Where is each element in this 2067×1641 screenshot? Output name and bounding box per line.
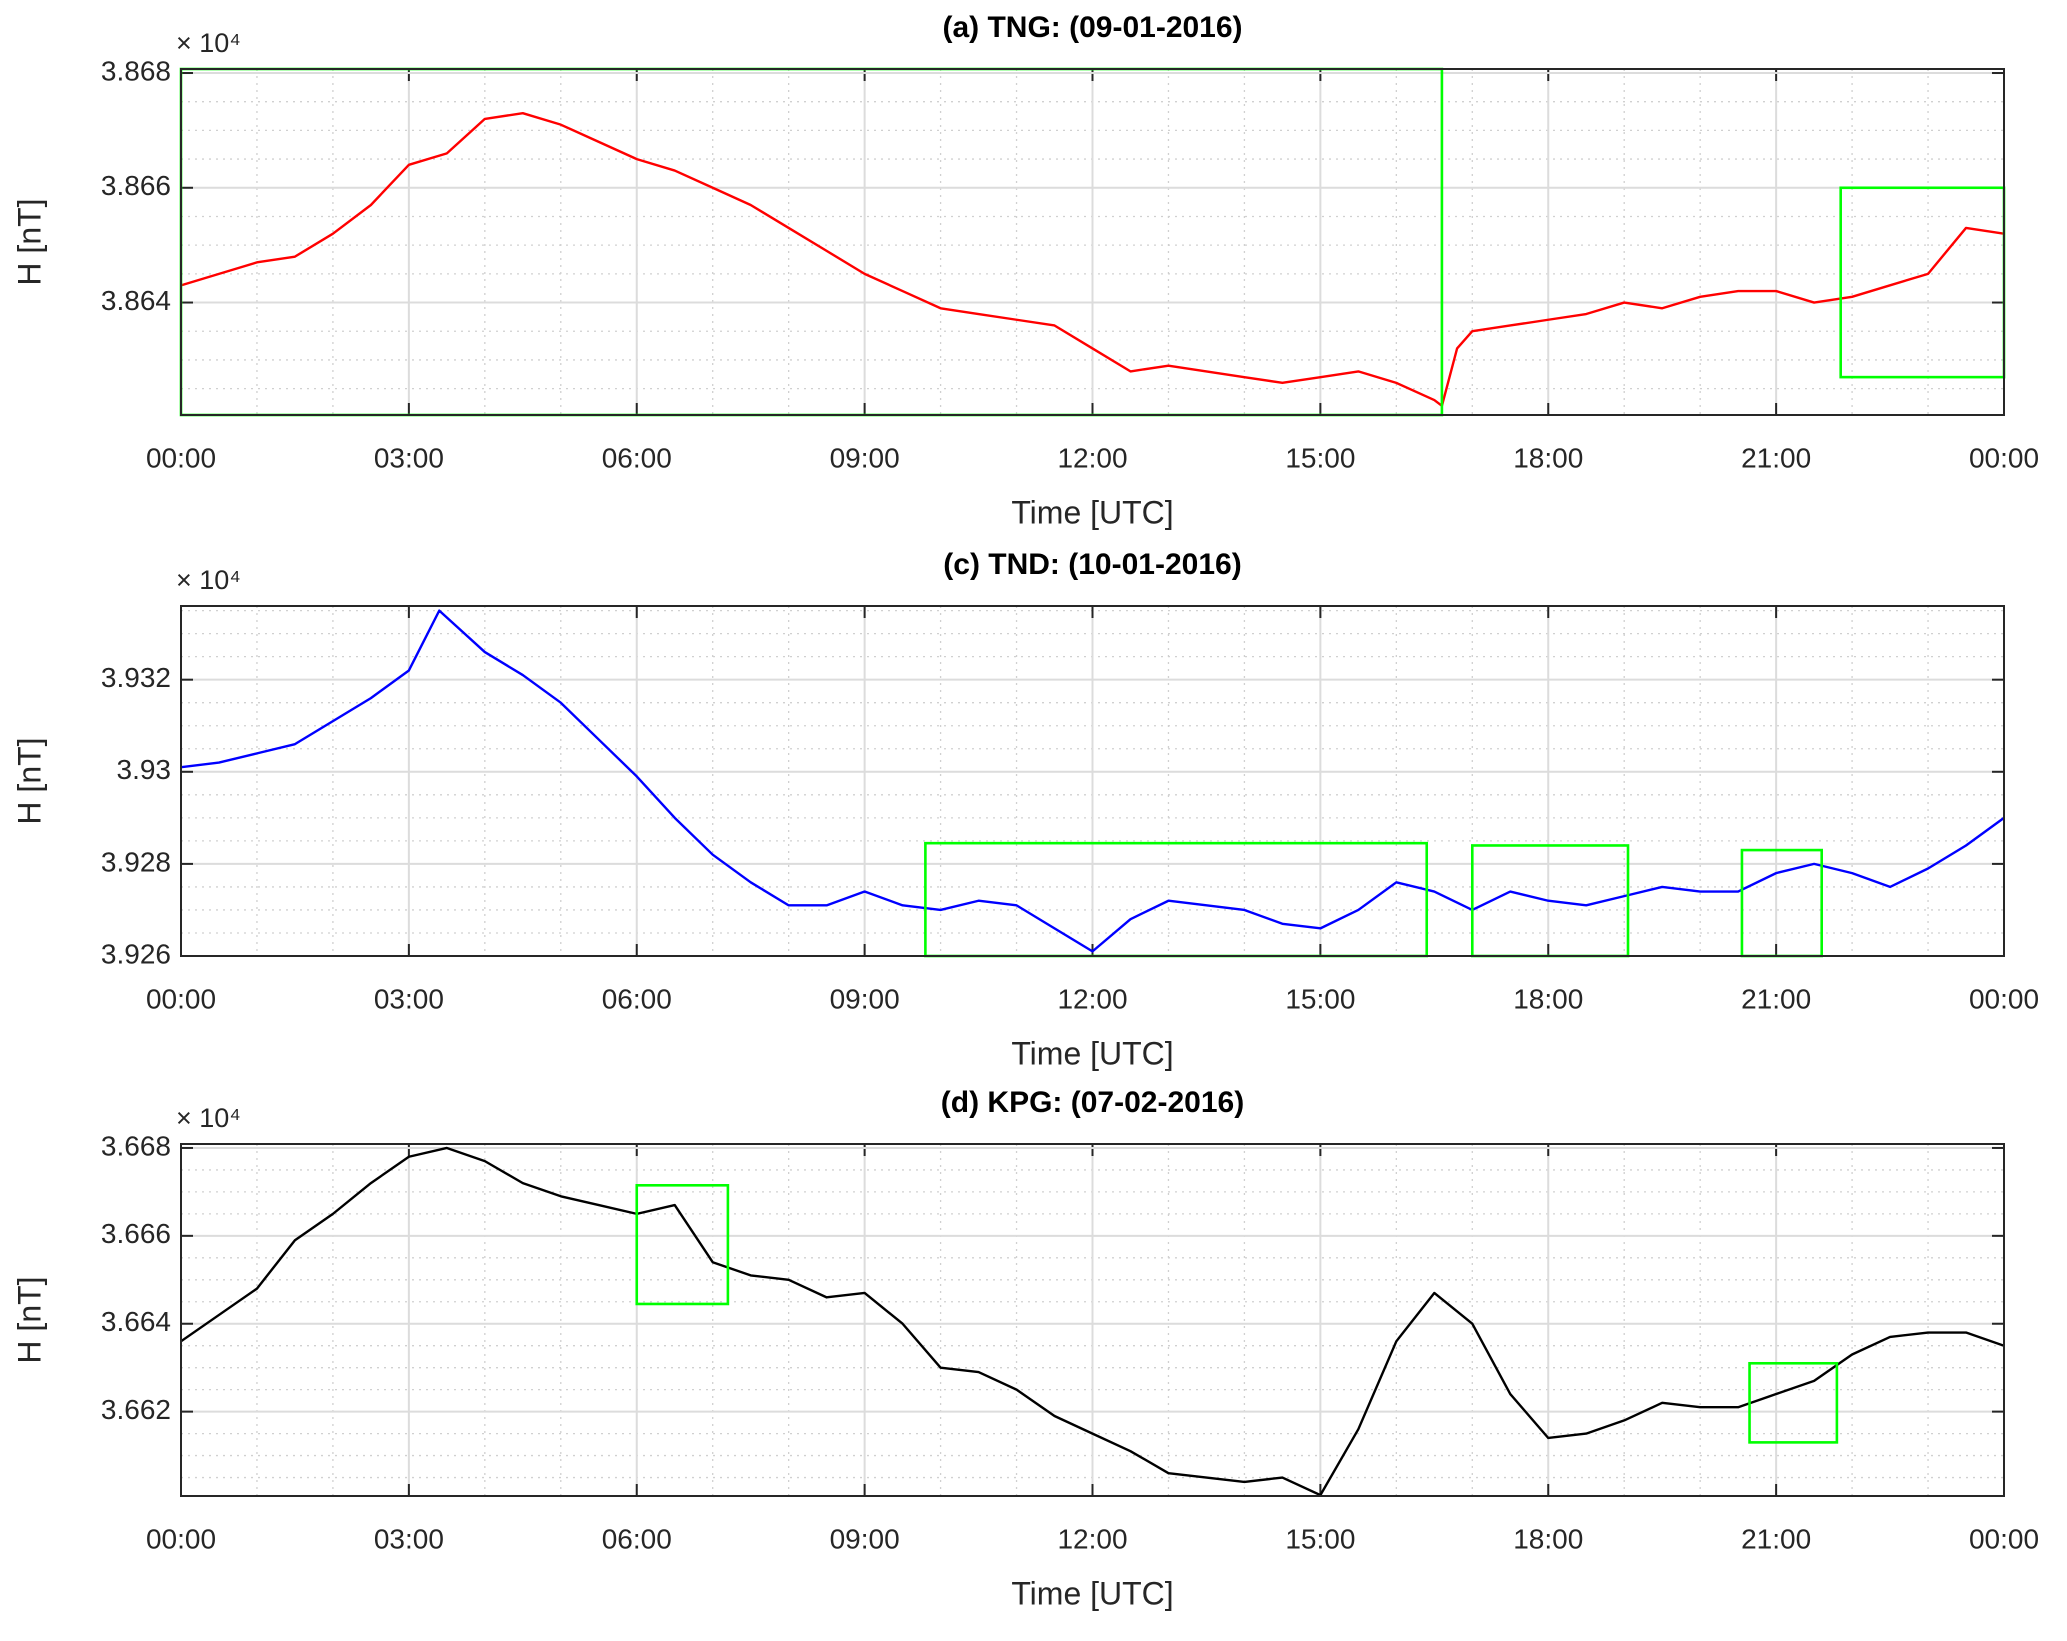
x-tick-label: 15:00 — [1285, 1523, 1355, 1554]
x-axis-label: Time [UTC] — [1011, 1035, 1173, 1071]
x-tick-label: 09:00 — [830, 1523, 900, 1554]
chart-title: (c) TND: (10-01-2016) — [943, 548, 1241, 581]
axes-frame — [180, 605, 2005, 957]
x-tick-label: 03:00 — [374, 442, 444, 473]
x-tick-label: 18:00 — [1513, 1523, 1583, 1554]
x-tick-label: 00:00 — [146, 442, 216, 473]
x-tick-label: 00:00 — [146, 983, 216, 1014]
y-multiplier: × 10⁴ — [176, 565, 241, 595]
x-tick-label: 00:00 — [1969, 983, 2039, 1014]
y-tick-label: 3.93 — [117, 754, 172, 785]
y-tick-label: 3.928 — [101, 846, 171, 877]
x-tick-label: 06:00 — [602, 442, 672, 473]
y-tick-label: 3.864 — [101, 285, 171, 316]
x-tick-label: 09:00 — [830, 983, 900, 1014]
x-tick-label: 00:00 — [1969, 442, 2039, 473]
x-tick-label: 12:00 — [1057, 983, 1127, 1014]
y-tick-label: 3.932 — [101, 662, 171, 693]
x-tick-label: 06:00 — [602, 983, 672, 1014]
y-tick-label: 3.664 — [101, 1306, 171, 1337]
y-tick-label: 3.926 — [101, 938, 171, 969]
y-multiplier: × 10⁴ — [176, 1103, 241, 1133]
x-tick-label: 12:00 — [1057, 442, 1127, 473]
data-line — [181, 1146, 2004, 1496]
axes-frame — [180, 68, 2005, 416]
y-tick-label: 3.866 — [101, 170, 171, 201]
x-tick-label: 18:00 — [1513, 983, 1583, 1014]
highlight-box — [635, 1184, 730, 1306]
y-tick-label: 3.662 — [101, 1394, 171, 1425]
chart-title: (d) KPG: (07-02-2016) — [941, 1086, 1244, 1119]
x-axis-label: Time [UTC] — [1011, 494, 1173, 530]
highlight-box — [1748, 1361, 1839, 1444]
chart-title: (a) TNG: (09-01-2016) — [942, 11, 1242, 44]
x-tick-label: 21:00 — [1741, 1523, 1811, 1554]
x-tick-label: 00:00 — [1969, 1523, 2039, 1554]
x-tick-label: 21:00 — [1741, 983, 1811, 1014]
x-tick-label: 12:00 — [1057, 1523, 1127, 1554]
y-axis-label: H [nT] — [11, 737, 47, 824]
x-tick-label: 03:00 — [374, 983, 444, 1014]
x-tick-label: 15:00 — [1285, 442, 1355, 473]
x-axis-label: Time [UTC] — [1011, 1575, 1173, 1611]
y-axis-label: H [nT] — [11, 198, 47, 285]
axes-frame — [180, 1143, 2005, 1497]
x-tick-label: 21:00 — [1741, 442, 1811, 473]
data-line — [181, 609, 2004, 953]
data-line — [181, 111, 2004, 408]
x-tick-label: 06:00 — [602, 1523, 672, 1554]
x-tick-label: 09:00 — [830, 442, 900, 473]
x-tick-label: 18:00 — [1513, 442, 1583, 473]
y-tick-label: 3.868 — [101, 55, 171, 86]
x-tick-label: 03:00 — [374, 1523, 444, 1554]
y-tick-label: 3.668 — [101, 1130, 171, 1161]
y-tick-label: 3.666 — [101, 1218, 171, 1249]
x-tick-label: 00:00 — [146, 1523, 216, 1554]
y-multiplier: × 10⁴ — [176, 28, 241, 58]
y-axis-label: H [nT] — [11, 1276, 47, 1363]
x-tick-label: 15:00 — [1285, 983, 1355, 1014]
